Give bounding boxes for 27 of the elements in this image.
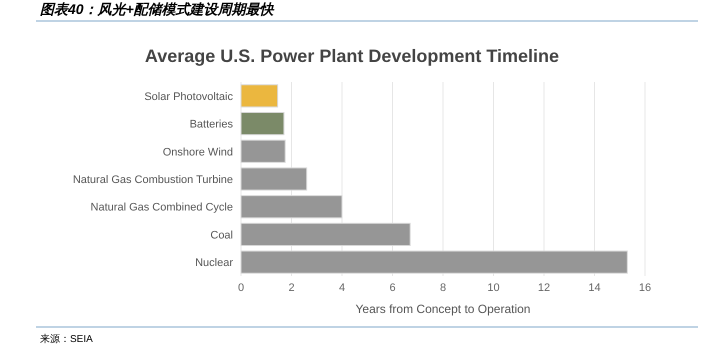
chart-subtitle: Average U.S. Power Plant Development Timeline (144, 46, 560, 66)
y-tick-label: Nuclear (195, 257, 234, 270)
x-tick-label: 6 (389, 282, 396, 294)
x-tick-label: 0 (238, 282, 244, 294)
x-tick-label: 14 (588, 282, 601, 294)
x-tick-label: 16 (638, 282, 652, 294)
x-tick-label: 10 (487, 282, 500, 294)
bar (240, 195, 342, 218)
y-tick-label: Batteries (190, 118, 234, 131)
bar (240, 222, 411, 246)
x-axis-title: Years from Concept to Operation (356, 302, 530, 316)
y-tick-label: Solar Photovoltaic (144, 90, 234, 103)
source-note: 来源：SEIA (40, 333, 94, 344)
y-tick-label: Onshore Wind (162, 146, 233, 158)
x-tick-label: 4 (338, 282, 346, 294)
x-tick-label: 2 (288, 282, 295, 294)
y-tick-label: Natural Gas Combined Cycle (90, 202, 233, 214)
bar (240, 84, 278, 108)
x-tick-label: 12 (538, 282, 550, 294)
bar (240, 250, 628, 274)
x-tick-label: 8 (440, 282, 446, 294)
bar (240, 167, 308, 191)
y-tick-label: Coal (210, 229, 233, 242)
chart-title: 图表40：风光+配储模式建设周期最快 (40, 1, 275, 17)
bar (240, 112, 284, 136)
bar (240, 140, 286, 163)
y-tick-label: Natural Gas Combustion Turbine (72, 174, 233, 186)
